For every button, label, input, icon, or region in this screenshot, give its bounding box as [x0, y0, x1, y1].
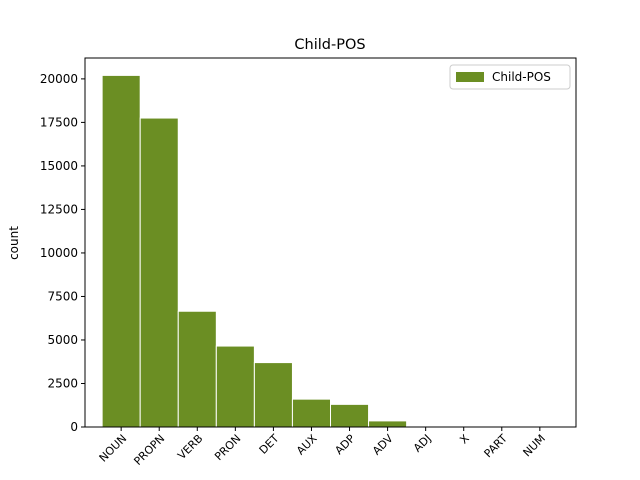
x-tick-label: VERB [175, 432, 205, 462]
x-tick-label: X [457, 432, 472, 447]
bar [330, 403, 370, 428]
y-tick-label: 17500 [40, 115, 78, 129]
y-tick-label: 7500 [47, 289, 78, 303]
bar [139, 117, 179, 428]
x-tick-label: DET [257, 432, 282, 457]
x-tick-label: PROPN [131, 432, 167, 468]
chart-title: Child-POS [294, 37, 365, 53]
plot-frame [84, 57, 577, 428]
x-tick-label: PART [482, 432, 510, 460]
x-tick-label: NUM [521, 432, 548, 459]
x-tick-label: ADJ [411, 432, 434, 455]
y-tick-label: 12500 [40, 202, 78, 216]
bar [291, 398, 332, 428]
legend: Child-POS [449, 64, 571, 90]
x-tick-label: ADV [370, 432, 396, 458]
legend-swatch [456, 72, 484, 82]
y-tick-label: 5000 [47, 333, 78, 347]
bar [101, 74, 141, 428]
y-tick-label: 20000 [40, 72, 78, 86]
bar [215, 345, 255, 428]
y-axis-label: count [7, 226, 21, 260]
legend-label: Child-POS [492, 70, 551, 84]
x-tick-label: AUX [294, 432, 320, 458]
x-tick-label: PRON [212, 432, 243, 463]
bar [177, 310, 217, 428]
y-tick-label: 15000 [40, 159, 78, 173]
y-tick-label: 0 [70, 420, 78, 434]
y-tick-label: 10000 [40, 246, 78, 260]
y-tick-label: 2500 [47, 376, 78, 390]
legend-frame [449, 64, 571, 90]
bar [368, 420, 408, 428]
x-tick-label: NOUN [97, 432, 130, 465]
bar [253, 362, 293, 428]
x-tick-label: ADP [332, 432, 357, 457]
